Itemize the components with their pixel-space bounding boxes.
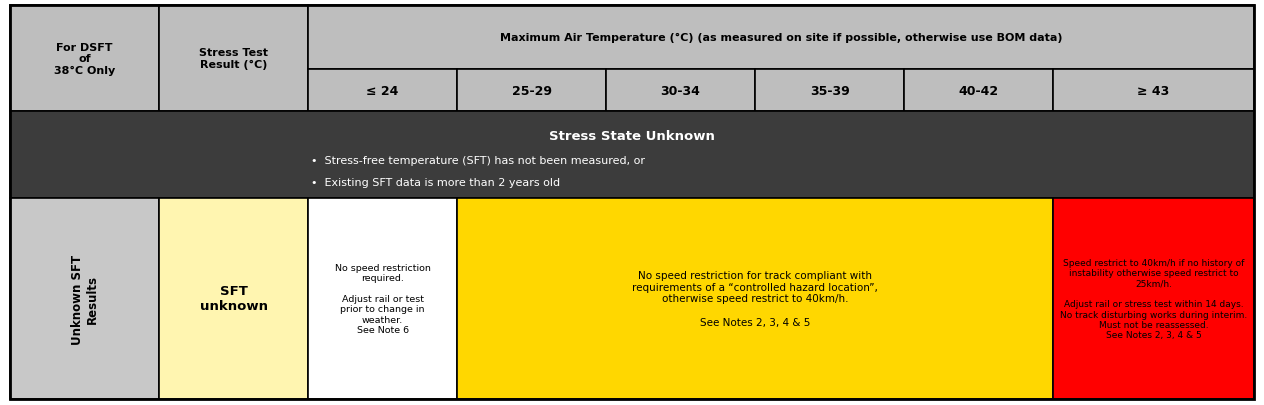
Bar — [10, 6, 159, 112]
Bar — [159, 198, 308, 399]
Bar — [607, 70, 755, 112]
Text: 40-42: 40-42 — [958, 85, 999, 98]
Bar — [904, 70, 1053, 112]
Text: Stress State Unknown: Stress State Unknown — [549, 130, 715, 143]
Bar — [1053, 198, 1254, 399]
Text: No speed restriction
required.

Adjust rail or test
prior to change in
weather.
: No speed restriction required. Adjust ra… — [335, 263, 431, 335]
Text: ≤ 24: ≤ 24 — [367, 85, 398, 98]
Text: Stress Test
Result (°C): Stress Test Result (°C) — [200, 48, 268, 70]
Text: 25-29: 25-29 — [512, 85, 551, 98]
Bar — [308, 198, 458, 399]
Text: Unknown SFT
Results: Unknown SFT Results — [71, 254, 99, 344]
Text: 30-34: 30-34 — [661, 85, 700, 98]
Text: •  Existing SFT data is more than 2 years old: • Existing SFT data is more than 2 years… — [311, 178, 560, 188]
Text: 35-39: 35-39 — [810, 85, 849, 98]
Bar — [10, 112, 1254, 198]
Text: For DSFT
of
38°C Only: For DSFT of 38°C Only — [54, 43, 115, 76]
Text: SFT
unknown: SFT unknown — [200, 285, 268, 313]
Bar — [1053, 70, 1254, 112]
Bar — [10, 198, 159, 399]
Text: No speed restriction for track compliant with
requirements of a “controlled haza: No speed restriction for track compliant… — [632, 271, 878, 327]
Bar — [458, 70, 607, 112]
Bar — [159, 6, 308, 112]
Bar — [308, 70, 458, 112]
Bar — [755, 70, 904, 112]
Bar — [308, 6, 1254, 70]
Text: ≥ 43: ≥ 43 — [1138, 85, 1169, 98]
Text: Speed restrict to 40km/h if no history of
instability otherwise speed restrict t: Speed restrict to 40km/h if no history o… — [1059, 258, 1248, 339]
Text: Maximum Air Temperature (°C) (as measured on site if possible, otherwise use BOM: Maximum Air Temperature (°C) (as measure… — [499, 33, 1062, 43]
Text: •  Stress-free temperature (SFT) has not been measured, or: • Stress-free temperature (SFT) has not … — [311, 156, 645, 166]
Bar — [458, 198, 1053, 399]
